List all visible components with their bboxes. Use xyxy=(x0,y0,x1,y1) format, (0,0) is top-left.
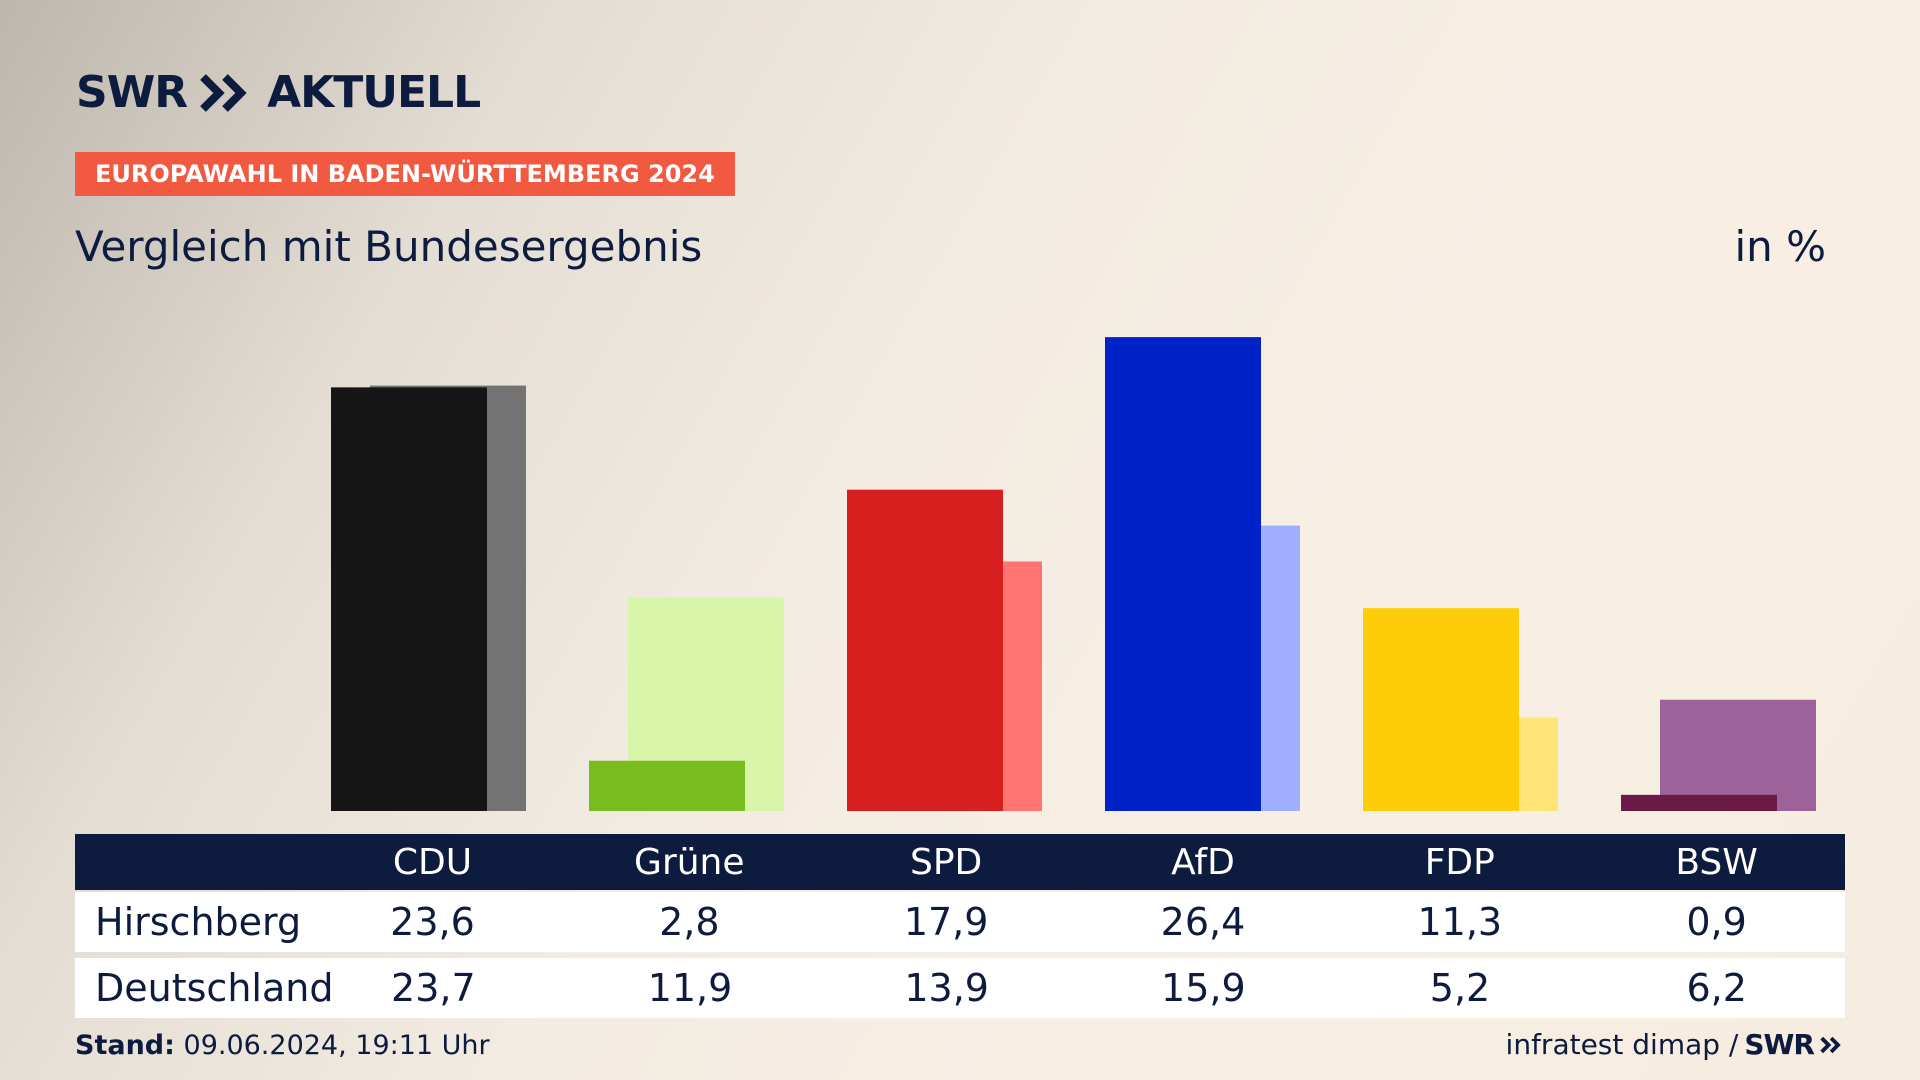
bar-spd-hirschberg xyxy=(847,489,1003,811)
results-table: CDU Grüne SPD AfD FDP BSW Hirschberg 23,… xyxy=(75,834,1845,1018)
header-fdp: FDP xyxy=(1424,841,1495,883)
table-cell: 17,9 xyxy=(903,900,989,944)
logo-swr-text: SWR xyxy=(76,67,188,118)
bar-fdp-hirschberg xyxy=(1363,608,1519,811)
table-cell: 6,2 xyxy=(1686,966,1747,1010)
row-label: Hirschberg xyxy=(95,900,302,944)
timestamp: Stand: 09.06.2024, 19:11 Uhr xyxy=(75,1030,490,1061)
header-bsw: BSW xyxy=(1675,841,1758,883)
election-badge: EUROPAWAHL IN BADEN-WÜRTTEMBERG 2024 xyxy=(75,152,735,196)
table-cell: 11,9 xyxy=(647,966,733,1010)
table-header: CDU Grüne SPD AfD FDP BSW xyxy=(75,834,1845,890)
header-spd: SPD xyxy=(909,841,983,883)
bar-bsw-hirschberg xyxy=(1621,794,1777,811)
header-cdu: CDU xyxy=(392,841,473,883)
table-row: Hirschberg 23,6 2,8 17,9 26,4 11,3 0,9 xyxy=(75,892,1845,952)
stand-value: 09.06.2024, 19:11 Uhr xyxy=(183,1030,490,1061)
bar-afd-hirschberg xyxy=(1105,337,1261,811)
table-header-corner xyxy=(75,834,304,890)
table-cell: 15,9 xyxy=(1161,966,1246,1010)
table-cell: 5,2 xyxy=(1429,966,1491,1010)
source-swr-text: SWR xyxy=(1744,1028,1815,1061)
bar-chart xyxy=(331,337,1816,811)
stand-label: Stand: xyxy=(75,1030,175,1061)
table-cell: 23,6 xyxy=(390,900,475,944)
swr-aktuell-logo: SWR AKTUELL xyxy=(76,67,481,118)
table-row: Deutschland 23,7 11,9 13,9 15,9 5,2 6,2 xyxy=(75,958,1845,1018)
source-text: infratest dimap / xyxy=(1505,1028,1739,1061)
row-label: Deutschland xyxy=(95,966,334,1010)
table-cell: 11,3 xyxy=(1417,900,1503,944)
source-credit: infratest dimap / SWR xyxy=(1506,1028,1844,1061)
table-cell: 0,9 xyxy=(1686,900,1747,944)
logo-product-text: AKTUELL xyxy=(267,67,481,118)
header-afd: AfD xyxy=(1171,841,1235,883)
bar-bsw-deutschland xyxy=(1660,699,1816,811)
table-cell: 23,7 xyxy=(391,966,476,1010)
table-cell: 26,4 xyxy=(1160,900,1246,944)
chart-subtitle: Vergleich mit Bundesergebnis xyxy=(75,222,703,271)
header-gruene: Grüne xyxy=(634,841,745,883)
unit-label: in % xyxy=(1734,222,1826,271)
table-cell: 2,8 xyxy=(659,900,720,944)
logo-chevron-icon xyxy=(200,74,247,112)
bar-cdu-hirschberg xyxy=(331,387,487,811)
table-cell: 13,9 xyxy=(904,966,989,1010)
bar-gruene-hirschberg xyxy=(589,760,745,811)
source-chevron-icon xyxy=(1820,1036,1841,1053)
